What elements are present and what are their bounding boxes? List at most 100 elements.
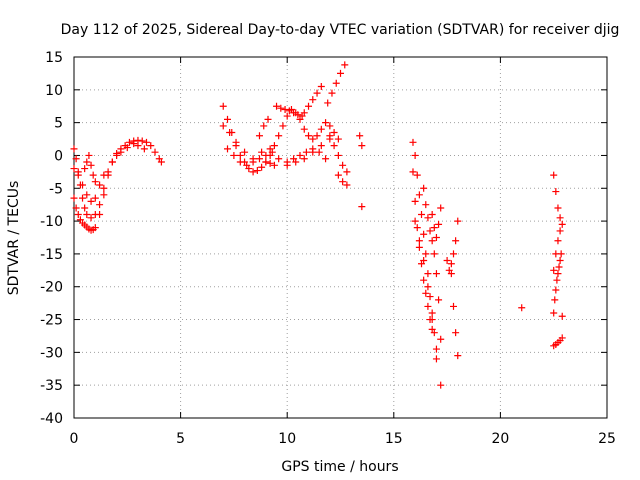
data-point	[343, 168, 351, 176]
data-point	[552, 286, 560, 294]
data-series	[443, 217, 462, 274]
y-tick-label: -35	[40, 378, 63, 394]
data-point	[554, 204, 562, 212]
data-point	[343, 181, 351, 189]
data-point	[518, 304, 526, 312]
data-point	[100, 191, 108, 199]
data-series	[550, 312, 566, 350]
data-series	[447, 270, 462, 360]
data-point	[555, 263, 563, 271]
data-point	[317, 142, 325, 150]
data-point	[264, 115, 272, 123]
data-point	[554, 237, 562, 245]
data-point	[157, 158, 165, 166]
data-point	[428, 211, 436, 219]
data-series	[70, 165, 108, 205]
data-point	[313, 132, 321, 140]
data-point	[428, 325, 436, 333]
data-point	[557, 250, 565, 258]
data-series	[409, 168, 436, 333]
data-point	[424, 302, 432, 310]
data-point	[91, 178, 99, 186]
data-series	[411, 217, 445, 389]
data-point	[236, 151, 244, 159]
data-point	[91, 211, 99, 219]
data-point	[224, 145, 232, 153]
data-point	[258, 148, 266, 156]
data-point	[330, 128, 338, 136]
data-point	[334, 151, 342, 159]
data-point	[219, 122, 227, 130]
data-point	[87, 161, 95, 169]
data-point	[224, 115, 232, 123]
axis-ticks: 0 5 10 15 20 25 -40 -35 -30 -25 -20 -15 -10 -5 0 5 10 15	[40, 50, 616, 447]
data-point	[258, 163, 266, 171]
data-point	[420, 230, 428, 238]
data-point	[454, 217, 462, 225]
data-point	[294, 111, 302, 119]
data-point	[415, 243, 423, 251]
data-point	[337, 69, 344, 77]
data-point	[309, 145, 317, 153]
data-point	[334, 171, 342, 179]
data-point	[300, 109, 308, 117]
data-point	[79, 181, 87, 189]
data-point	[70, 145, 78, 153]
data-point	[275, 132, 283, 140]
data-point	[253, 167, 261, 175]
data-point	[266, 151, 274, 159]
data-point	[324, 99, 332, 107]
data-series	[70, 136, 165, 234]
data-point	[79, 194, 87, 202]
data-point	[443, 256, 451, 264]
data-point	[302, 148, 310, 156]
data-point	[317, 83, 325, 91]
data-point	[74, 211, 82, 219]
data-point	[96, 201, 104, 209]
data-series	[334, 132, 366, 211]
data-point	[420, 184, 428, 192]
y-tick-label: 10	[45, 83, 63, 99]
data-point	[260, 122, 268, 130]
data-point	[281, 106, 289, 114]
y-tick-label: -20	[40, 280, 63, 296]
data-point	[428, 309, 436, 317]
data-point	[249, 158, 257, 166]
data-point	[422, 201, 430, 209]
data-point	[100, 184, 108, 192]
data-point	[447, 260, 455, 268]
data-point	[420, 256, 428, 264]
data-point	[72, 204, 80, 212]
data-point	[290, 155, 298, 163]
y-tick-label: -10	[40, 214, 63, 230]
data-point	[89, 171, 97, 179]
data-point	[117, 148, 125, 156]
data-series	[420, 184, 445, 343]
data-point	[87, 214, 95, 222]
data-point	[422, 250, 430, 258]
data-point	[426, 293, 434, 301]
data-point	[554, 270, 562, 278]
x-tick-label: 25	[598, 431, 616, 447]
data-series	[326, 132, 351, 176]
data-point	[72, 155, 80, 163]
data-point	[151, 148, 159, 156]
data-point	[556, 256, 564, 264]
data-point	[322, 119, 330, 127]
data-point	[326, 132, 334, 140]
data-point	[270, 142, 278, 150]
data-point	[556, 227, 564, 235]
data-point	[236, 158, 244, 166]
x-tick-label: 0	[70, 431, 79, 447]
data-point	[243, 161, 251, 169]
data-point	[332, 79, 340, 87]
data-point	[411, 197, 419, 205]
data-point	[558, 334, 566, 342]
data-point	[108, 158, 116, 166]
data-point	[300, 125, 308, 133]
data-point	[411, 217, 419, 225]
data-point	[266, 159, 274, 167]
data-point	[330, 142, 338, 150]
data-point	[315, 148, 323, 156]
